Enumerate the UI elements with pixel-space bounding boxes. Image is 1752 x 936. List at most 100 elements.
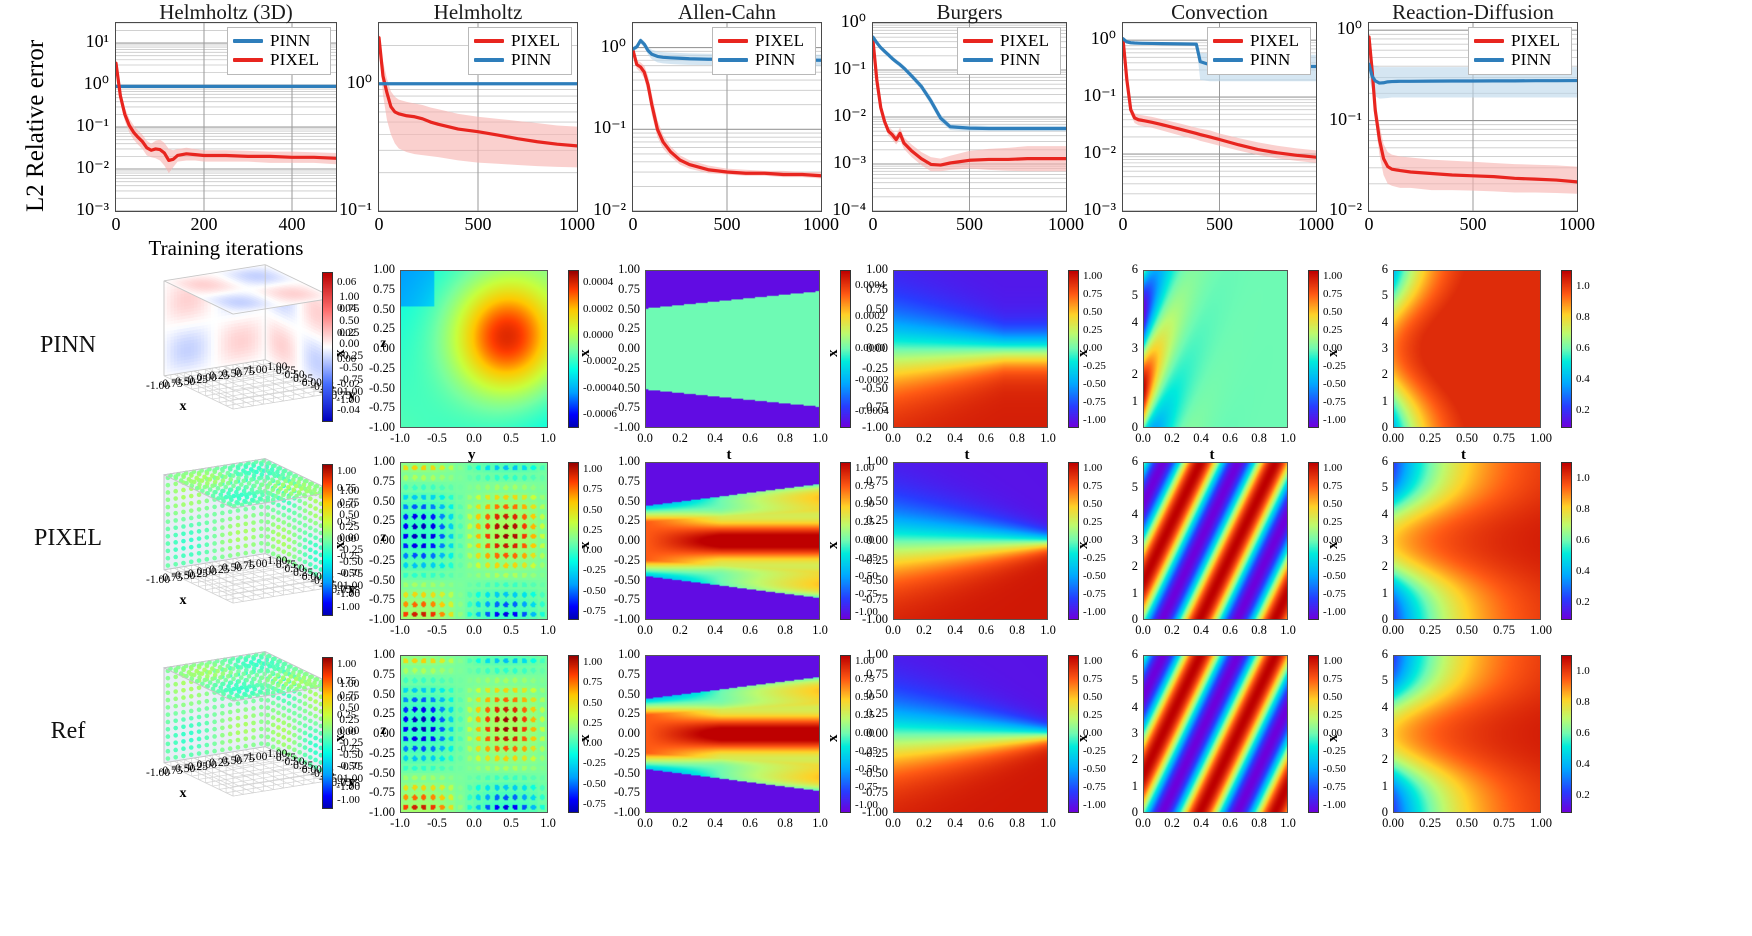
cube-ref-ytick-8: -1.00	[336, 780, 361, 793]
convection-pixel-ytick-6: 0	[1131, 612, 1138, 626]
burgers-ref-cbar-label-3: 0.25	[1083, 709, 1103, 722]
allencahn-pixel-cbar-label-8: -1.00	[855, 605, 878, 618]
cube-pinn-cbar-label-5: -0.04	[337, 403, 360, 416]
burgers-pinn-xtick-3: 0.6	[978, 431, 994, 445]
convection-ref-cbar-label-7: -0.75	[1323, 780, 1346, 793]
convection-pinn-colorbar-gradient	[1309, 271, 1318, 427]
legend-row-pinn: PINN	[1213, 50, 1303, 69]
cube-pixel-xtick-3: -0.25	[183, 567, 208, 580]
legend-row-pixel: PIXEL	[1213, 31, 1303, 50]
convection-pinn-xtick-5: 1.0	[1280, 431, 1296, 445]
reactiondiffusion-ref-ytick-4: 2	[1381, 752, 1388, 767]
cube-pixel-ytick-7: -0.75	[327, 583, 352, 596]
burgers-pixel-ytick-0: 1.00	[866, 454, 888, 468]
cube-pixel-ztick-1: 0.75	[339, 496, 360, 509]
allencahn-ref-frame	[645, 655, 820, 813]
cube-ref-xtick-5: 0.25	[209, 756, 230, 769]
legend-row-pinn: PINN	[1474, 50, 1564, 69]
convection-pixel-cbar-label-2: 0.50	[1323, 498, 1343, 511]
cube-ref-ytick-7: -0.75	[327, 776, 352, 789]
ytick-label-5-1: 10⁻²	[1083, 142, 1116, 163]
allencahn-pixel-xtick-0: 0.0	[637, 623, 653, 637]
helmholtz-pinn-ytick-3: 0.25	[373, 321, 395, 336]
column-title-5: Convection	[1171, 0, 1268, 24]
convection-pinn-ytick-1: 5	[1131, 288, 1138, 303]
cube-pinn-ytick-4: 0.00	[301, 377, 322, 390]
convection-ref-cbar-label-0: 1.00	[1323, 655, 1343, 668]
cube-pinn-ytick-3: 0.25	[293, 373, 314, 386]
allencahn-pinn-ytick-7: -0.75	[613, 400, 640, 415]
burgers-pixel-colorbar-gradient	[1069, 463, 1078, 619]
cube-pixel-cbar-label-6: -0.50	[337, 567, 360, 580]
cube-pixel-xtick-5: 0.25	[209, 563, 230, 576]
cube-pinn-xtick-1: -0.75	[158, 377, 183, 390]
helmholtz-pinn-colorbar-gradient	[569, 271, 578, 427]
helmholtz-ref-cbar-label-3: 0.25	[583, 716, 603, 729]
cube-pinn-cbar-label-4: -0.02	[337, 378, 360, 391]
legend-6: PIXEL PINN	[1468, 27, 1572, 75]
convection-ref-frame	[1143, 655, 1288, 813]
column-title-6: Reaction-Diffusion	[1392, 0, 1554, 24]
burgers-pixel-ytick-1: 0.75	[866, 473, 888, 488]
burgers-pixel-cbar-label-5: -0.25	[1083, 551, 1106, 564]
legend-swatch-pinn	[1474, 57, 1504, 62]
helmholtz-ref-xtick-3: 0.5	[503, 816, 519, 830]
reactiondiffusion-pinn-colorbar-gradient	[1562, 271, 1571, 427]
column-title-1: Helmholtz (3D)	[159, 0, 293, 24]
burgers-pixel-cbar-label-2: 0.50	[1083, 498, 1103, 511]
helmholtz-pinn-xtick-4: 1.0	[540, 431, 556, 445]
convection-pixel-xtick-5: 1.0	[1280, 623, 1296, 637]
cube-ref-ztick-4: 0.00	[339, 725, 360, 738]
xtick-label-6-0: 0	[1364, 214, 1374, 234]
helmholtz-ref-ytick-5: -0.25	[368, 745, 395, 760]
convection-pinn-xtick-3: 0.6	[1222, 431, 1238, 445]
reactiondiffusion-pinn-ytick-4: 2	[1381, 367, 1388, 382]
cube-ref-cbar-label-1: 0.75	[337, 674, 357, 687]
ytick-label-6-1: 10⁻¹	[1329, 108, 1362, 129]
legend-label-pinn: PINN	[1250, 49, 1291, 69]
helmholtz-pinn-ytick-1: 0.75	[373, 281, 395, 296]
cube-pixel-xtick-8: 1.00	[247, 557, 268, 570]
allencahn-ref-cbar-label-8: -1.00	[855, 798, 878, 811]
reactiondiffusion-pixel-frame	[1393, 462, 1541, 620]
reactiondiffusion-pinn-frame	[1393, 270, 1541, 428]
cube-pinn-ztick-7: -0.75	[339, 374, 364, 387]
legend-row-pinn: PINN	[233, 31, 323, 50]
helmholtz-pinn-canvas	[401, 271, 547, 427]
convection-pinn-x-axis-title: t	[1209, 447, 1215, 463]
reactiondiffusion-pixel-ytick-4: 2	[1381, 559, 1388, 574]
legend-4: PIXEL PINN	[957, 27, 1061, 75]
burgers-pixel-xtick-1: 0.2	[916, 623, 932, 637]
reactiondiffusion-pinn-cbar-label-1: 0.8	[1576, 311, 1590, 324]
legend-label-pixel: PIXEL	[511, 30, 561, 50]
allencahn-pixel-colorbar	[840, 462, 851, 620]
cube-pinn-xtick-2: -0.50	[171, 375, 196, 388]
legend-swatch-pixel	[233, 57, 263, 62]
convection-ref-colorbar	[1308, 655, 1319, 813]
convection-pixel-ytick-2: 4	[1131, 506, 1138, 521]
convection-pixel-xtick-2: 0.4	[1193, 623, 1209, 637]
burgers-pixel-ytick-8: -1.00	[861, 612, 888, 626]
convection-ref-xtick-5: 1.0	[1280, 816, 1296, 830]
legend-label-pixel: PIXEL	[1250, 30, 1300, 50]
cube-pinn-ztick-6: -0.50	[339, 362, 364, 375]
cube-pixel-xtick-6: 0.50	[221, 561, 243, 574]
cube-pixel-xtick-0: -1.00	[146, 573, 170, 586]
cube-ref: 1.00 0.75 0.50 0.25 0.00 -0.25 -0.50 -0.75 -1.00…	[95, 645, 386, 835]
helmholtz-pixel-ytick-5: -0.25	[368, 552, 395, 567]
reactiondiffusion-pixel-ytick-5: 1	[1381, 585, 1388, 600]
xtick-label-3-0: 0	[628, 214, 638, 234]
burgers-ref-ytick-0: 1.00	[866, 647, 888, 661]
cube-ref-cbar-label-8: -1.00	[337, 794, 360, 807]
legend-label-pinn: PINN	[511, 49, 552, 69]
reactiondiffusion-ref-colorbar	[1561, 655, 1572, 813]
cube-pinn-ztick-3: 0.25	[339, 326, 360, 339]
allencahn-pinn-canvas	[646, 271, 819, 427]
cube-pixel-cbar-label-5: -0.25	[337, 550, 360, 563]
reactiondiffusion-pixel-cbar-label-3: 0.4	[1576, 564, 1590, 577]
